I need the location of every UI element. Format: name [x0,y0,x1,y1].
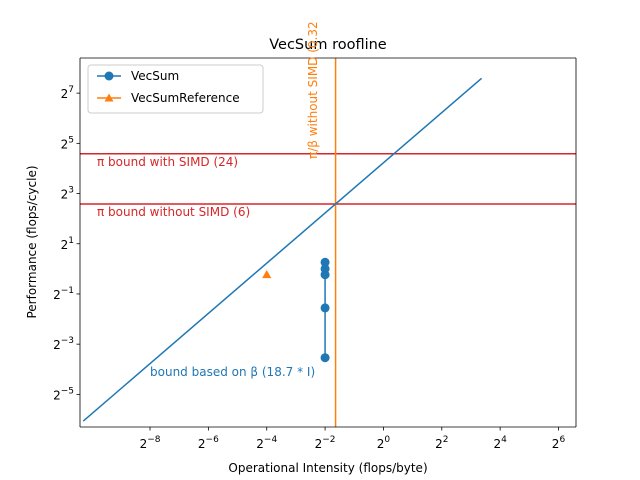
y-tick-label: 2−1 [53,286,74,302]
y-tick-label: 25 [61,135,74,151]
x-tick-label: 20 [377,435,391,451]
x-axis-label: Operational Intensity (flops/byte) [228,461,427,475]
series-vecsumreference [262,269,272,279]
data-point-vecsum-0 [320,257,330,267]
data-point-vecsum-3 [320,303,330,313]
data-point-vecsumreference-0 [262,269,272,279]
y-tick-label: 21 [61,236,74,252]
chart-title: VecSum roofline [269,37,387,53]
simd-bound-label: π bound with SIMD (24) [97,155,238,169]
x-tick-label: 2−6 [198,435,219,451]
legend-marker-vecsumreference [104,93,114,102]
diagonal-bound-line-3 [82,77,483,422]
y-tick-label: 2−3 [53,336,74,352]
bandwidth-bound-label: bound based on β (18.7 * I) [150,365,315,379]
y-tick-label: 23 [61,186,74,202]
data-point-vecsum-2 [320,270,330,280]
bound-lines [80,58,576,427]
legend-label-vecsum: VecSum [131,69,179,83]
data-point-vecsum-4 [320,353,330,363]
axes-frame: 2−8 2−6 2−4 2−2 20 22 24 26 2−5 2−3 2−1 21 23 25 27 [53,57,577,451]
plot-area: 2−8 2−6 2−4 2−2 20 22 24 26 2−5 2−3 2−1 21 23 25 27 [53,57,577,451]
series-vecsum [320,257,330,363]
x-tick-label: 2−8 [140,435,161,451]
legend-frame [87,64,264,114]
x-tick-label: 2−2 [315,435,336,451]
x-tick-label: 2−4 [256,435,277,451]
x-tick-label: 26 [552,435,566,451]
ridge-point-label: π/β without SIMD (0.32 [306,21,320,159]
no-simd-bound-label: π bound without SIMD (6) [97,205,250,219]
legend-label-vecsumreference: VecSumReference [131,91,240,105]
y-tick-label: 2−5 [53,386,74,402]
x-tick-label: 22 [435,435,448,451]
y-tick-label: 27 [61,85,74,101]
legend-marker-vecsum [104,71,114,81]
legend: VecSum VecSumReference [87,64,264,114]
y-axis-label: Performance (flops/cycle) [25,165,39,318]
x-tick-label: 24 [493,435,507,451]
